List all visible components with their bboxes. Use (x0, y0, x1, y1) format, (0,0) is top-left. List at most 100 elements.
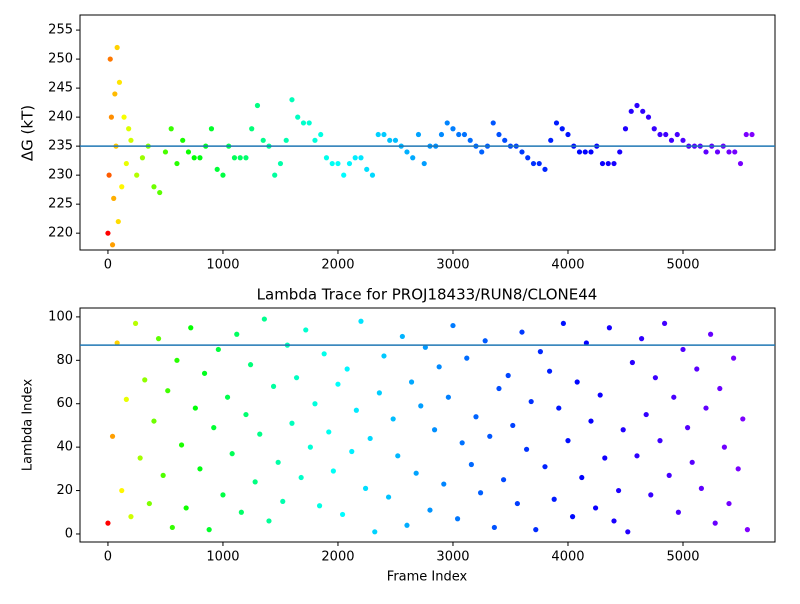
point (427, 507, 433, 513)
point (510, 422, 516, 429)
point (599, 160, 606, 167)
point (381, 131, 387, 138)
point (112, 91, 118, 97)
point (243, 155, 249, 161)
point (418, 403, 424, 409)
point (628, 108, 634, 114)
point (335, 381, 341, 387)
point (231, 155, 238, 161)
point (454, 516, 461, 522)
axes-frame (79, 14, 776, 251)
point (634, 102, 640, 109)
point (525, 155, 531, 161)
point (142, 377, 148, 383)
point (188, 325, 194, 331)
point (119, 487, 125, 494)
point (300, 120, 307, 126)
point (737, 160, 744, 167)
x-tick-label: 1000 (206, 550, 239, 565)
point (582, 149, 588, 155)
point (128, 514, 134, 520)
point (105, 230, 111, 236)
point (174, 160, 180, 167)
point (295, 114, 301, 120)
point (565, 131, 571, 138)
point (257, 431, 263, 437)
point (661, 320, 668, 327)
point (387, 137, 393, 143)
point (523, 446, 530, 452)
point (312, 401, 318, 407)
point (160, 472, 166, 478)
point (611, 518, 617, 524)
point (542, 464, 548, 470)
point (108, 114, 114, 120)
point (712, 520, 718, 526)
point (640, 108, 646, 114)
point (421, 160, 427, 167)
x-tick-label: 5000 (666, 258, 699, 273)
point (260, 137, 266, 143)
point (375, 131, 381, 138)
point (168, 126, 174, 132)
point (583, 340, 589, 346)
point (335, 160, 341, 167)
point (201, 370, 208, 376)
point (229, 451, 235, 457)
point (657, 438, 663, 444)
point (220, 172, 226, 178)
point (588, 149, 594, 155)
point (615, 487, 622, 494)
point (680, 137, 686, 143)
point (139, 155, 146, 161)
point (456, 131, 462, 138)
point (675, 509, 681, 515)
point (694, 366, 700, 372)
y-tick-label: 225 (48, 197, 73, 212)
point (252, 479, 258, 485)
point (479, 149, 485, 155)
x-axis-label: Frame Index (387, 570, 468, 585)
point (726, 500, 732, 507)
point (353, 407, 359, 413)
point (536, 160, 542, 167)
point (528, 398, 534, 405)
y-tick-label: 240 (48, 110, 73, 125)
point (116, 79, 123, 85)
point (668, 137, 675, 143)
y-tick-label: 20 (56, 483, 73, 498)
x-tick-label: 2000 (321, 258, 354, 273)
point (629, 359, 635, 366)
point (249, 126, 255, 132)
point (254, 102, 261, 109)
point (215, 346, 221, 353)
point (341, 172, 347, 178)
point (392, 137, 399, 143)
point (648, 492, 654, 498)
point (684, 425, 691, 431)
point (157, 189, 163, 196)
y-tick-label: 230 (48, 168, 73, 183)
point (298, 474, 304, 481)
point (280, 498, 286, 505)
point (192, 405, 198, 411)
point (519, 149, 525, 155)
point (185, 149, 192, 155)
point (165, 388, 171, 394)
point (502, 137, 508, 143)
point (277, 160, 284, 167)
point (151, 184, 157, 190)
point (606, 325, 612, 331)
point (721, 444, 727, 450)
point (464, 355, 470, 361)
point (605, 160, 611, 167)
point (467, 137, 473, 143)
x-tick-label: 4000 (551, 550, 584, 565)
point (237, 155, 243, 161)
point (346, 160, 353, 167)
point (459, 440, 465, 446)
point (174, 357, 180, 363)
point (674, 131, 680, 138)
point (247, 362, 254, 368)
point (422, 344, 428, 350)
